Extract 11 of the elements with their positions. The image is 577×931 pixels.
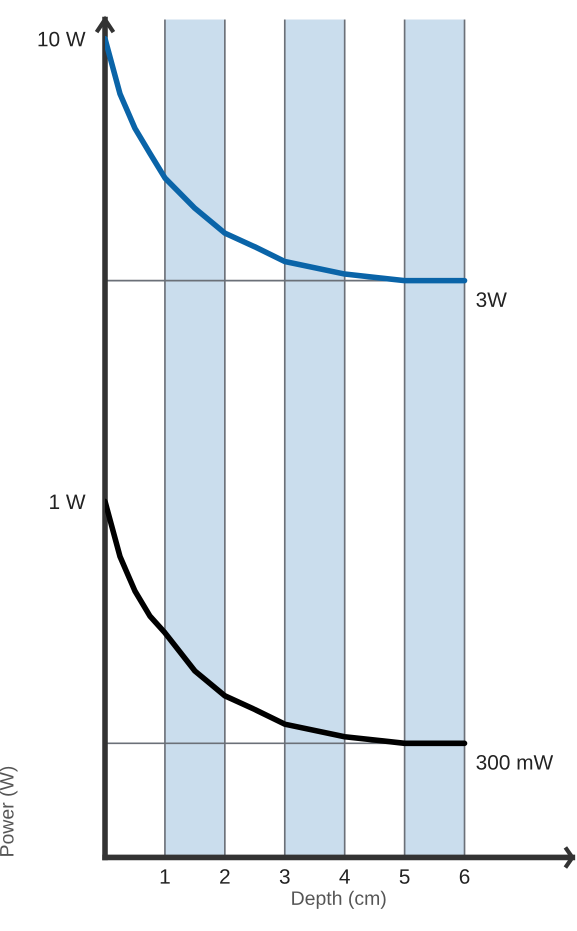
x-tick-label: 2 [220, 869, 230, 884]
x-tick-label: 4 [339, 869, 350, 884]
ref-line-label: 3W [476, 292, 507, 308]
y-tick-label: 1 W [50, 494, 86, 509]
x-tick-label: 3 [280, 869, 290, 884]
x-tick-label: 5 [400, 869, 410, 884]
x-tick-label: 6 [460, 869, 470, 884]
x-axis-title: Depth (cm) [292, 890, 386, 909]
y-tick-label: 10 W [38, 32, 86, 46]
ref-line-label: 300 mW [476, 754, 554, 770]
x-tick-label: 1 [160, 869, 170, 884]
